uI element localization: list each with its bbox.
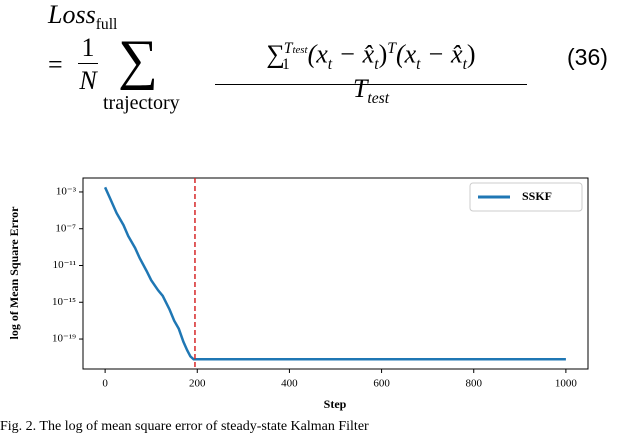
sum-sub: trajectory [103, 92, 180, 114]
lhs: Loss [48, 0, 96, 29]
x-tick-label: 600 [373, 378, 390, 390]
n-t: t [327, 55, 333, 73]
one: 1 [78, 33, 98, 64]
equals: = [48, 50, 63, 79]
n-sum: ∑ [266, 39, 285, 69]
y-tick-label: 10⁻³ [56, 185, 77, 197]
n-x: (x [395, 39, 417, 69]
legend-label: SSKF [522, 189, 552, 203]
y-axis-label: log of Mean Square Error [7, 206, 21, 340]
n-sup: T [283, 40, 293, 57]
x-tick-label: 400 [281, 378, 298, 390]
y-tick-label: 10⁻¹¹ [53, 259, 76, 271]
n-paren: ) [466, 39, 476, 69]
n-x: (x [307, 39, 328, 69]
denominator: Ttest [215, 72, 527, 116]
n-sub: 1 [281, 55, 290, 73]
lhs-sub: full [95, 16, 118, 34]
equation-number: (36) [567, 44, 608, 70]
n-transpose: T [387, 40, 396, 57]
numerator: ∑1Ttest(xt − x̂t)T(xt − x̂t) [215, 30, 527, 85]
n-t: t [416, 55, 421, 73]
n-sup-sub: test [292, 44, 308, 56]
sum: ∑ [118, 29, 158, 91]
d-t: T [352, 74, 368, 103]
n-t: t [374, 55, 379, 73]
y-tick-label: 10⁻¹⁹ [52, 333, 76, 345]
n-paren: ) [378, 39, 388, 69]
x-tick-label: 0 [102, 378, 108, 390]
y-tick-label: 10⁻⁷ [55, 222, 76, 234]
n-xhat: − x̂ [420, 39, 463, 69]
plot-frame [82, 177, 589, 370]
x-tick-label: 200 [189, 378, 206, 390]
legend-box [469, 182, 583, 212]
n-xhat: − x̂ [332, 39, 375, 69]
d-sub: test [367, 90, 390, 108]
line [103, 186, 566, 361]
y-tick-label: 10⁻¹⁵ [52, 296, 76, 308]
x-axis-label: Step [324, 397, 347, 411]
n-t: t [462, 55, 467, 73]
chart: Step log of Mean Square Error 10⁻¹⁹ 10⁻¹⁵… [7, 177, 589, 411]
x-tick-label: 1000 [555, 378, 578, 390]
equation-lhs: Lossfull [48, 0, 117, 34]
n: N [79, 66, 97, 95]
x-tick-label: 800 [465, 378, 482, 390]
caption: Fig. 2. The log of mean square error of … [0, 419, 369, 434]
